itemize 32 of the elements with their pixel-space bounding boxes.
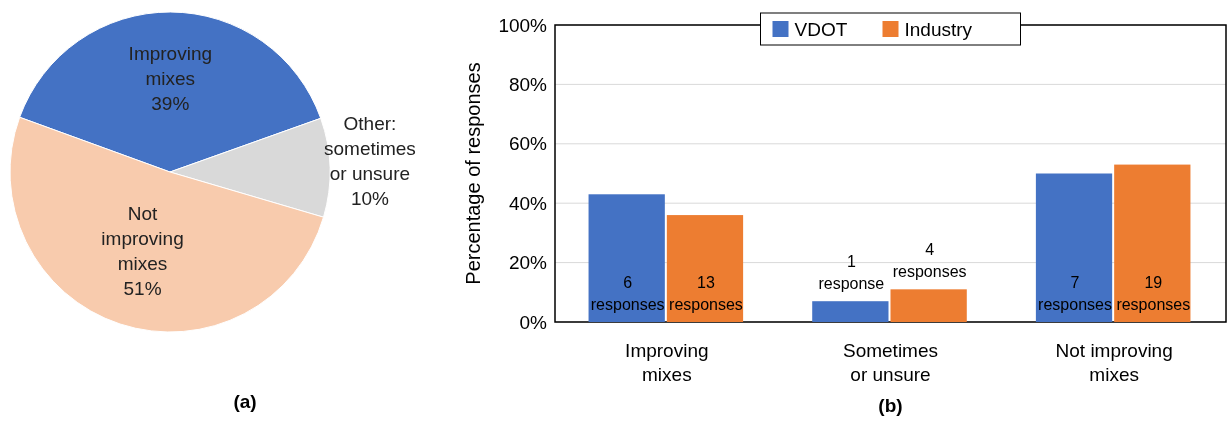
y-tick-label: 100% [498,14,548,36]
legend-label: VDOT [794,18,848,40]
annotation: 6 responses [590,274,665,313]
annotation: 7 responses [1038,274,1112,313]
y-tick-label: 40% [508,192,548,214]
slice-label: Improving mixes [128,43,213,89]
annotation: 19 responses [1116,274,1191,313]
bar [1035,173,1113,322]
y-tick-label: 60% [508,133,548,155]
data-label: 39% [151,93,190,114]
y-tick-label: 20% [508,252,548,274]
bar [1114,164,1191,322]
slice-label: Other: sometimes or unsure [323,113,416,185]
y-axis-title: Percentage of responses [462,62,484,285]
bar [890,289,967,322]
x-tick-label: Sometimes or unsure [842,340,939,385]
legend-label: Industry [904,18,973,40]
annotation: 1 response [818,253,885,293]
annotation: 13 responses [669,274,743,313]
text: (b) [878,395,903,416]
y-tick-label: 0% [519,311,548,333]
slice-label: Not improving mixes [101,202,184,274]
x-tick-label: Improving mixes [625,340,709,385]
annotation: 4 responses [892,241,967,281]
x-tick-label: Not improving mixes [1055,340,1173,385]
data-label: 10% [350,188,390,210]
y-tick-label: 80% [508,74,548,96]
bar [666,215,744,322]
text: (a) [233,391,257,412]
bar [588,194,665,322]
bar [812,301,889,322]
data-label: 51% [123,277,162,299]
